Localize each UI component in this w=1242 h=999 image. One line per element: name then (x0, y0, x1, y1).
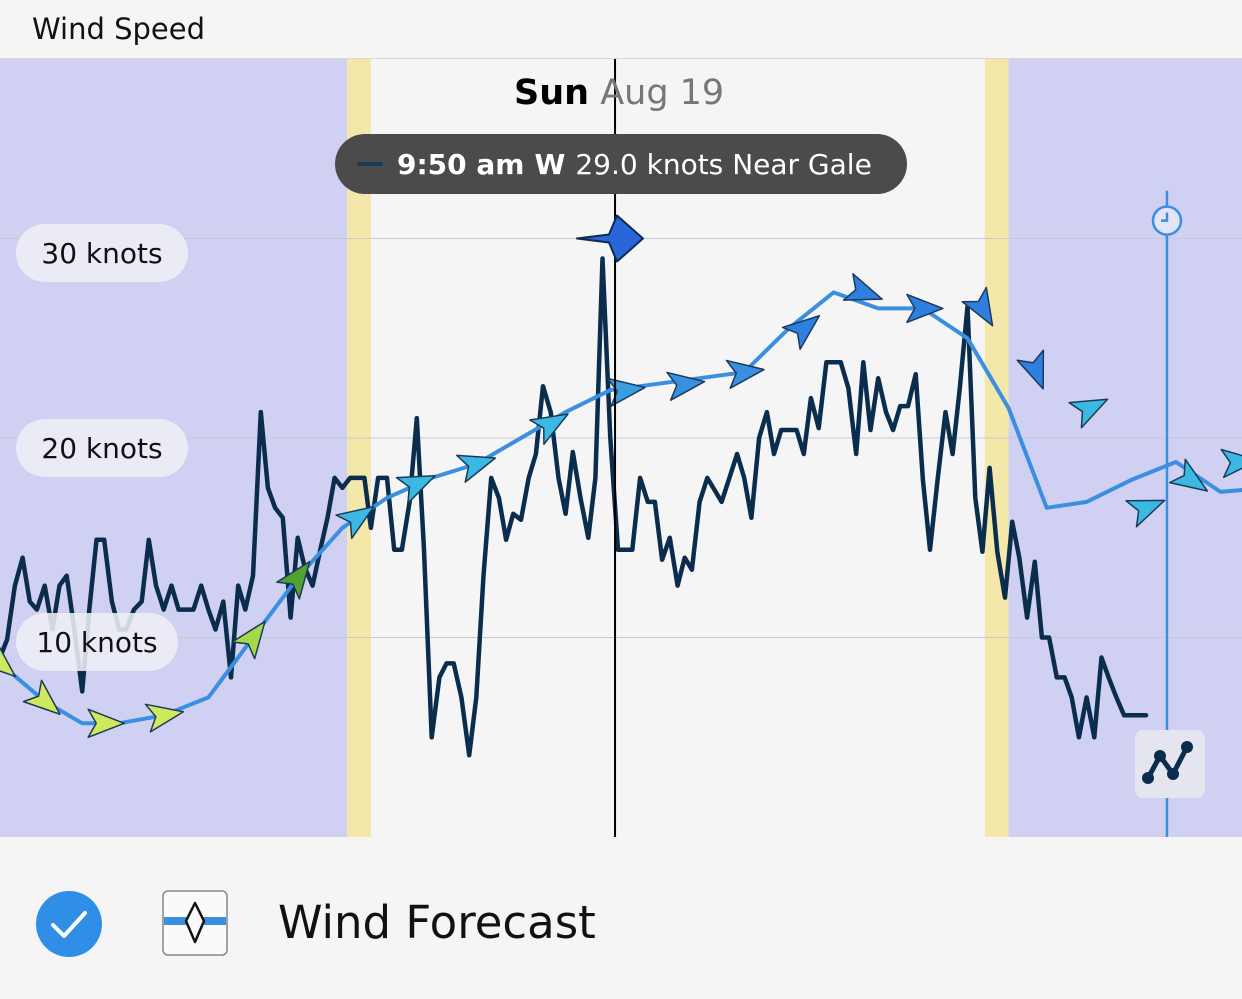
wind-direction-arrow (231, 620, 266, 660)
page-title: Wind Speed (32, 12, 206, 46)
line-graph-icon (1142, 741, 1193, 784)
wind-layer-icon (162, 890, 228, 956)
wind-direction-arrow (906, 293, 944, 324)
wind-speed-chart[interactable] (0, 59, 1242, 837)
wind-direction-arrow (395, 474, 436, 504)
highlighted-wind-arrow (576, 214, 644, 263)
wind-direction-arrow (781, 315, 821, 350)
wind-direction-arrow (1068, 398, 1109, 429)
wind-direction-arrow (0, 641, 17, 678)
date-month-day: Aug 19 (600, 73, 725, 113)
date-day: Sun (514, 73, 590, 113)
twilight-band (347, 59, 371, 837)
wind-direction-arrow (1168, 458, 1209, 492)
wind-direction-arrow (87, 708, 125, 739)
cursor-tooltip: 9:50 am W 29.0 knots Near Gale (335, 134, 907, 194)
wind-direction-arrow (666, 371, 706, 401)
y-axis-label: 30 knots (16, 224, 188, 282)
wind-direction-arrow (456, 454, 497, 483)
wind-direction-arrow (606, 377, 646, 407)
wind-direction-arrow (725, 359, 765, 389)
wind-direction-arrow (335, 505, 375, 540)
forecast-wind-line (0, 290, 1242, 726)
series-swatch (357, 162, 383, 166)
wind-direction-arrow (961, 286, 994, 327)
tooltip-direction: W (534, 147, 566, 181)
night-band (1008, 59, 1242, 837)
wind-direction-arrow (276, 560, 311, 600)
layer-toggle-checkbox[interactable] (36, 891, 102, 957)
wind-direction-arrow (842, 273, 883, 301)
wind-direction-arrow (1220, 448, 1242, 479)
tooltip-description: Near Gale (732, 147, 872, 181)
tooltip-speed-unit: knots (646, 147, 724, 181)
date-label: Sun Aug 19 (514, 73, 724, 113)
graph-style-button[interactable] (1135, 730, 1205, 798)
wind-direction-arrow (1125, 499, 1166, 528)
header-bar: Wind Speed (0, 0, 1242, 59)
wind-direction-arrow (529, 413, 569, 445)
wind-direction-arrow (1016, 349, 1045, 390)
wind-direction-arrow (22, 679, 61, 715)
checkmark-icon (51, 911, 87, 938)
y-axis-label: 20 knots (16, 419, 188, 477)
tooltip-speed-value: 29.0 (575, 147, 638, 181)
tooltip-time: 9:50 am (397, 147, 525, 181)
twilight-band (984, 59, 1009, 837)
layer-label: Wind Forecast (278, 896, 596, 949)
observed-wind-line (0, 256, 1149, 758)
clock-hands (1160, 212, 1169, 222)
wind-direction-arrow (144, 703, 185, 733)
tooltip-speed: 29.0 knots Near Gale (575, 148, 871, 181)
y-axis-label: 10 knots (16, 613, 178, 671)
